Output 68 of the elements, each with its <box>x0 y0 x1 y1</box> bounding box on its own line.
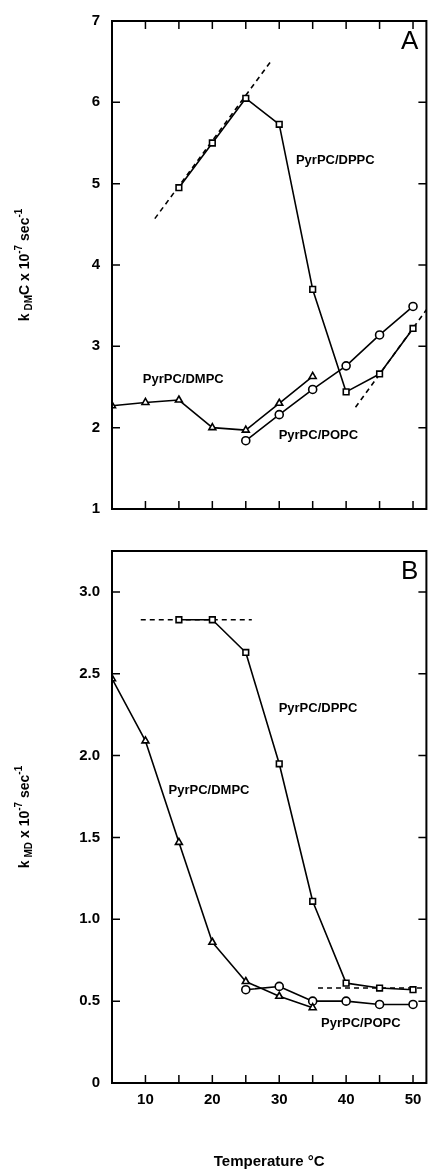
y-tick-label: 2.0 <box>79 745 100 763</box>
x-tick-label: 30 <box>270 1090 288 1108</box>
point <box>342 979 350 987</box>
point <box>274 991 284 1000</box>
point <box>208 937 217 946</box>
point <box>341 996 351 1006</box>
point <box>242 94 250 102</box>
y-tick-label: 6 <box>91 92 100 110</box>
point <box>375 984 384 992</box>
point <box>408 999 418 1010</box>
y-tick-label: 7 <box>91 11 100 29</box>
y-tick-label: 1.0 <box>79 909 100 927</box>
x-tick-label: 40 <box>337 1090 355 1108</box>
y-tick-label: 2.5 <box>79 663 100 681</box>
point <box>341 361 351 371</box>
y-tick-label: 4 <box>91 255 101 273</box>
y-axis-title: kMD x 10-7 sec-1 <box>13 765 34 869</box>
point <box>274 981 285 992</box>
annotation: B <box>401 555 419 586</box>
point <box>174 837 184 846</box>
point <box>242 648 250 657</box>
y-tick-label: 1 <box>91 499 100 517</box>
point <box>141 397 150 406</box>
point <box>240 435 251 446</box>
y-tick-label: 3.0 <box>79 582 100 600</box>
y-tick-label: 0 <box>91 1073 100 1091</box>
series-label: PyrPC/DPPC <box>295 151 376 167</box>
series-label: PyrPC/DMPC <box>168 781 251 797</box>
y-tick-label: 1.5 <box>79 827 100 845</box>
series-label: PyrPC/DMPC <box>142 371 225 387</box>
point <box>374 330 385 340</box>
point <box>408 301 418 312</box>
point <box>208 139 216 147</box>
point <box>274 409 285 420</box>
point <box>275 120 283 128</box>
series-label: PyrPC/POPC <box>278 427 359 443</box>
y-tick-label: 5 <box>91 173 100 191</box>
point <box>208 422 217 431</box>
point <box>241 425 251 433</box>
x-axis-title: Temperature °C <box>213 1152 325 1170</box>
point <box>309 285 317 294</box>
x-tick-label: 50 <box>404 1090 422 1108</box>
point <box>274 398 284 407</box>
point <box>308 1002 317 1011</box>
point <box>175 184 183 192</box>
point <box>308 371 317 380</box>
x-tick-label: 20 <box>204 1090 221 1108</box>
point <box>241 976 251 985</box>
point <box>409 986 417 994</box>
series-label: PyrPC/DPPC <box>278 699 358 715</box>
point <box>175 616 183 624</box>
y-tick-label: 0.5 <box>79 991 100 1009</box>
point <box>307 384 318 395</box>
point <box>208 616 216 624</box>
series-label: PyrPC/POPC <box>321 1014 402 1030</box>
point <box>240 984 251 995</box>
y-tick-label: 3 <box>91 336 100 354</box>
point <box>375 370 384 378</box>
annotation: A <box>401 25 420 56</box>
point <box>275 760 283 768</box>
point <box>174 395 184 403</box>
point <box>409 324 417 333</box>
x-tick-label: 10 <box>137 1090 154 1108</box>
point <box>309 897 317 905</box>
y-tick-label: 2 <box>91 417 100 435</box>
point <box>374 999 385 1010</box>
point <box>342 388 350 396</box>
point <box>141 736 150 744</box>
